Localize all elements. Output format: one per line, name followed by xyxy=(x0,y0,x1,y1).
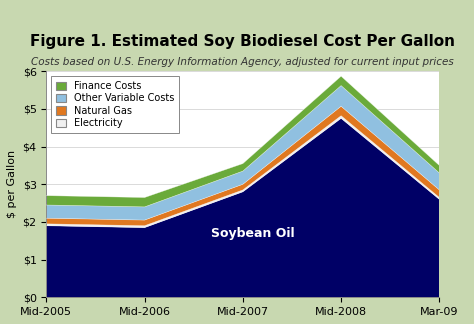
Y-axis label: $ per Gallon: $ per Gallon xyxy=(7,150,17,218)
Legend: Finance Costs, Other Variable Costs, Natural Gas, Electricity: Finance Costs, Other Variable Costs, Nat… xyxy=(51,76,179,133)
Text: Costs based on U.S. Energy Information Agency, adjusted for current input prices: Costs based on U.S. Energy Information A… xyxy=(31,57,454,67)
Text: Soybean Oil: Soybean Oil xyxy=(211,227,294,240)
Title: Figure 1. Estimated Soy Biodiesel Cost Per Gallon: Figure 1. Estimated Soy Biodiesel Cost P… xyxy=(30,34,456,49)
